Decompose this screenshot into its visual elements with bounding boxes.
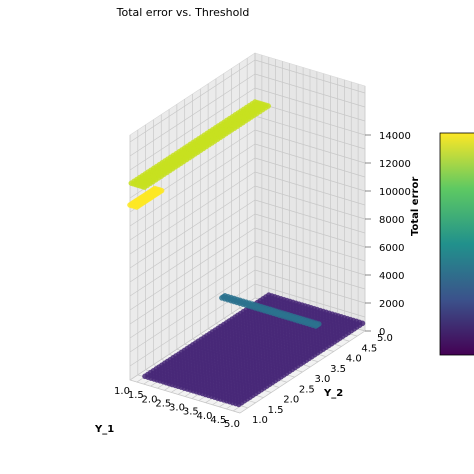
x-tick-label: 5.0 (224, 419, 240, 430)
grid-line-left-z (129, 59, 256, 143)
grid-line-left-z (129, 171, 256, 255)
z-tick-label: 14000 (379, 131, 411, 142)
grid-line-back-z (254, 73, 366, 108)
grid-line-left-z (129, 199, 256, 283)
grid-line-left-z (129, 297, 256, 381)
grid-line-back-z (254, 213, 366, 248)
y-tick-label: 4.0 (346, 354, 362, 365)
grid-line-left-z (129, 269, 256, 353)
z-tick-label: 12000 (379, 159, 411, 170)
grid-line-back-z (254, 157, 366, 192)
grid-line-back-z (254, 269, 366, 304)
grid-line-left-z (129, 73, 256, 157)
grid-line-back-z (254, 283, 366, 318)
grid-line-back-z (254, 185, 366, 220)
grid-line-back-z (254, 129, 366, 164)
grid-line-back-z (254, 199, 366, 234)
grid-line-left-z (129, 157, 256, 241)
y-tick-label: 1.5 (268, 405, 284, 416)
colorbar (439, 132, 474, 356)
y-tick-label: 3.5 (330, 364, 346, 375)
z-axis-label: Total error (410, 177, 421, 236)
y-tick-label: 4.5 (361, 343, 377, 354)
x-tick-label: 2.0 (142, 394, 158, 405)
chart-title: Total error vs. Threshold (116, 6, 250, 19)
x-tick-label: 4.0 (197, 411, 213, 422)
y-tick-label: 3.0 (315, 374, 331, 385)
grid-line-back-z (254, 227, 366, 262)
grid-line-back-z (254, 255, 366, 290)
grid-line-left-z (129, 241, 256, 325)
z-tick-label: 2000 (379, 299, 404, 310)
scatter-point (312, 323, 319, 329)
y-tick-label: 1.0 (252, 415, 268, 426)
grid-line-left-z (129, 227, 256, 311)
grid-line-floor-y (129, 379, 241, 414)
grid-line-back-z (254, 143, 366, 178)
grid-line-left-z (129, 213, 256, 297)
grid-line-back-z (254, 59, 366, 94)
grid-line-back-z (254, 241, 366, 276)
z-tick-label: 0 (379, 327, 385, 338)
x-axis-label: Y_1 (94, 424, 114, 435)
x-tick-label: 4.5 (210, 415, 226, 426)
grid-line-left-z (129, 143, 256, 227)
axis-ticks: 1.01.52.02.53.03.54.04.55.0 1.01.52.02.53… (114, 131, 411, 430)
x-tick-label: 2.5 (155, 398, 171, 409)
x-tick-label: 1.5 (128, 390, 144, 401)
grid-line-back-z (254, 171, 366, 206)
y-tick-label: 2.0 (283, 395, 299, 406)
z-tick-label: 6000 (379, 243, 404, 254)
grid-line-left-z (129, 87, 256, 171)
scatter-point (236, 401, 242, 408)
grid-line-left-z (129, 185, 256, 269)
x-tick-label: 1.0 (114, 386, 130, 397)
y-tick-label: 5.0 (377, 333, 393, 344)
z-tick-label: 4000 (379, 271, 404, 282)
y-tick-label: 2.5 (299, 384, 315, 395)
scatter-point (141, 184, 148, 190)
z-tick-label: 8000 (379, 215, 404, 226)
x-tick-label: 3.5 (183, 407, 199, 418)
y-axis-label: Y_2 (323, 388, 343, 399)
scatter-points (127, 99, 366, 408)
grid-line-back-z (254, 101, 366, 136)
scatter-point (133, 204, 140, 210)
z-tick-label: 10000 (379, 187, 411, 198)
grid-line-left-z (129, 255, 256, 339)
grid-line-back-z (254, 115, 366, 150)
x-tick-label: 3.0 (169, 403, 185, 414)
grid-line-back-z (254, 87, 366, 122)
